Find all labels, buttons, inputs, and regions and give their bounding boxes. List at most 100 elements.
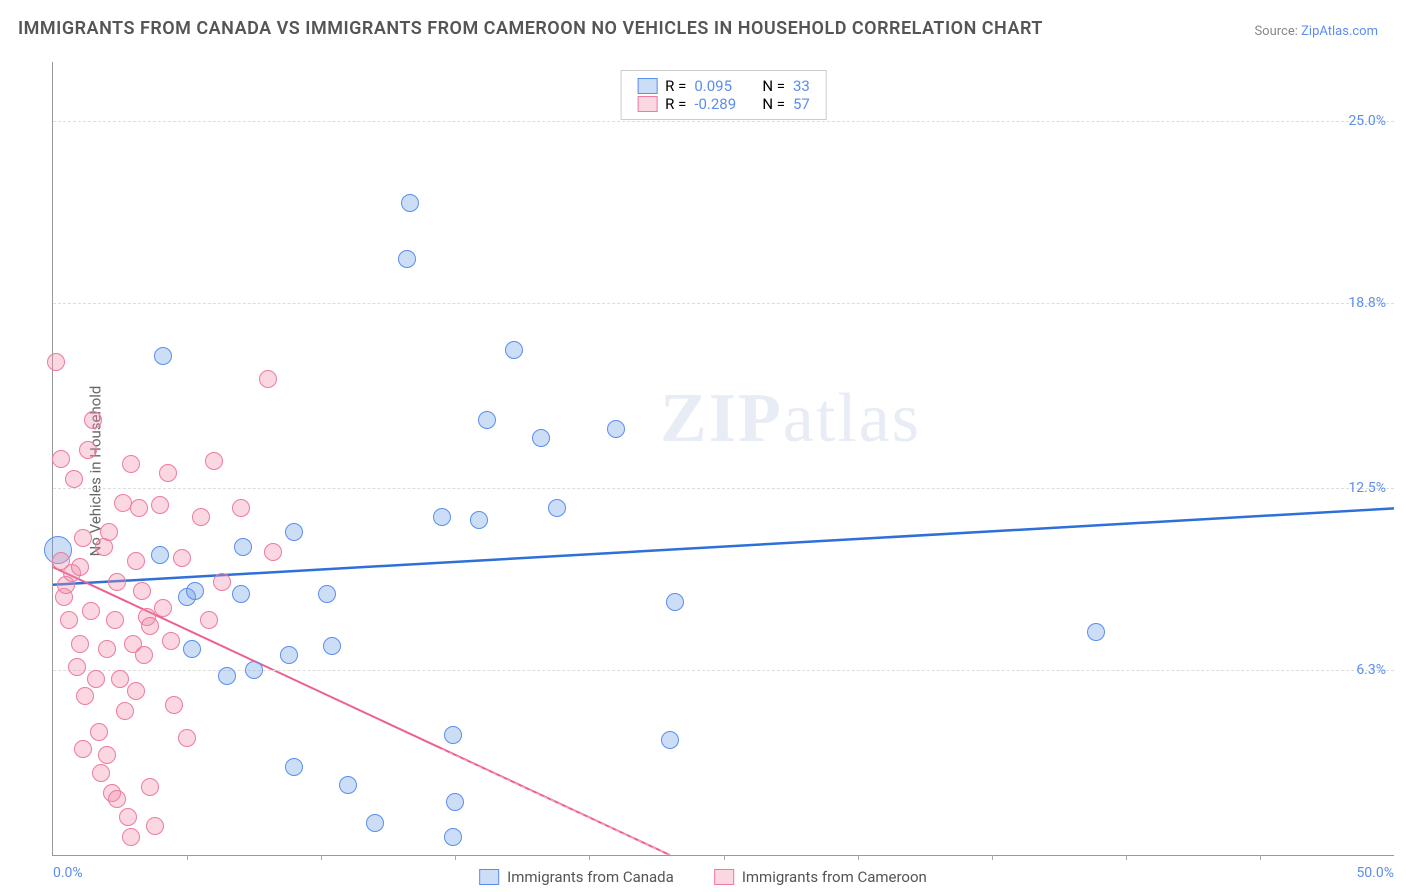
data-point [127,682,145,700]
data-point [52,450,70,468]
data-point [234,538,252,556]
data-point [92,764,110,782]
data-point [232,499,250,517]
stats-row: R = -0.289 N = 57 [637,95,810,113]
data-point [446,793,464,811]
gridline [53,303,1394,304]
y-tick-label: 25.0% [1348,113,1386,129]
n-label: N = [762,77,785,95]
source-label: Source: [1254,24,1297,39]
data-point [71,635,89,653]
n-value: 33 [793,77,810,95]
data-point [213,573,231,591]
r-label: R = [665,95,686,113]
data-point [154,599,172,617]
data-point [470,511,488,529]
series-swatch [714,869,734,885]
data-point [98,746,116,764]
data-point [74,529,92,547]
r-label: R = [665,77,686,95]
source-link[interactable]: ZipAtlas.com [1301,24,1378,39]
legend-item: Immigrants from Cameroon [714,868,927,886]
data-point [666,593,684,611]
data-point [323,637,341,655]
data-point [133,582,151,600]
data-point [444,726,462,744]
x-tick [321,855,322,860]
n-label: N = [762,95,785,113]
data-point [154,347,172,365]
data-point [444,828,462,846]
data-point [1087,623,1105,641]
y-tick-label: 6.3% [1356,662,1386,678]
data-point [607,420,625,438]
data-point [200,611,218,629]
data-point [318,585,336,603]
data-point [232,585,250,603]
data-point [398,250,416,268]
data-point [108,790,126,808]
data-point [366,814,384,832]
data-point [130,499,148,517]
data-point [478,411,496,429]
series-swatch [637,78,657,94]
r-value: 0.095 [694,77,754,95]
data-point [71,558,89,576]
gridline [53,121,1394,122]
data-point [218,667,236,685]
data-point [76,687,94,705]
r-value: -0.289 [694,95,754,113]
x-tick [858,855,859,860]
data-point [259,370,277,388]
data-point [98,640,116,658]
data-point [264,543,282,561]
y-tick-label: 12.5% [1348,480,1386,496]
chart-title: IMMIGRANTS FROM CANADA VS IMMIGRANTS FRO… [18,18,1043,39]
data-point [162,632,180,650]
data-point [47,353,65,371]
series-name: Immigrants from Cameroon [742,868,927,886]
stats-legend: R = 0.095 N = 33 R = -0.289 N = 57 [620,70,827,120]
source-attribution: Source: ZipAtlas.com [1254,24,1378,39]
data-point [135,646,153,664]
series-swatch [479,869,499,885]
data-point [127,552,145,570]
data-point [151,496,169,514]
data-point [661,731,679,749]
data-point [165,696,183,714]
gridline [53,488,1394,489]
data-point [79,441,97,459]
series-legend: Immigrants from Canada Immigrants from Ca… [479,868,927,886]
data-point [192,508,210,526]
data-point [119,808,137,826]
stats-row: R = 0.095 N = 33 [637,77,810,95]
x-tick [1126,855,1127,860]
chart-container: No Vehicles in Household ZIPatlas R =0.0… [0,50,1406,892]
x-tick-label: 50.0% [1356,865,1394,881]
data-point [532,429,550,447]
data-point [146,817,164,835]
data-point [280,646,298,664]
watermark: ZIPatlas [660,379,921,459]
x-tick [724,855,725,860]
x-tick [992,855,993,860]
data-point [60,611,78,629]
data-point [205,452,223,470]
series-name: Immigrants from Canada [507,868,674,886]
data-point [68,658,86,676]
data-point [173,549,191,567]
data-point [186,582,204,600]
y-tick-label: 18.8% [1348,295,1386,311]
x-tick [589,855,590,860]
n-value: 57 [793,95,810,113]
data-point [74,740,92,758]
data-point [285,758,303,776]
series-swatch [637,96,657,112]
x-tick [455,855,456,860]
data-point [178,729,196,747]
data-point [100,523,118,541]
data-point [433,508,451,526]
data-point [245,661,263,679]
data-point [65,470,83,488]
data-point [548,499,566,517]
